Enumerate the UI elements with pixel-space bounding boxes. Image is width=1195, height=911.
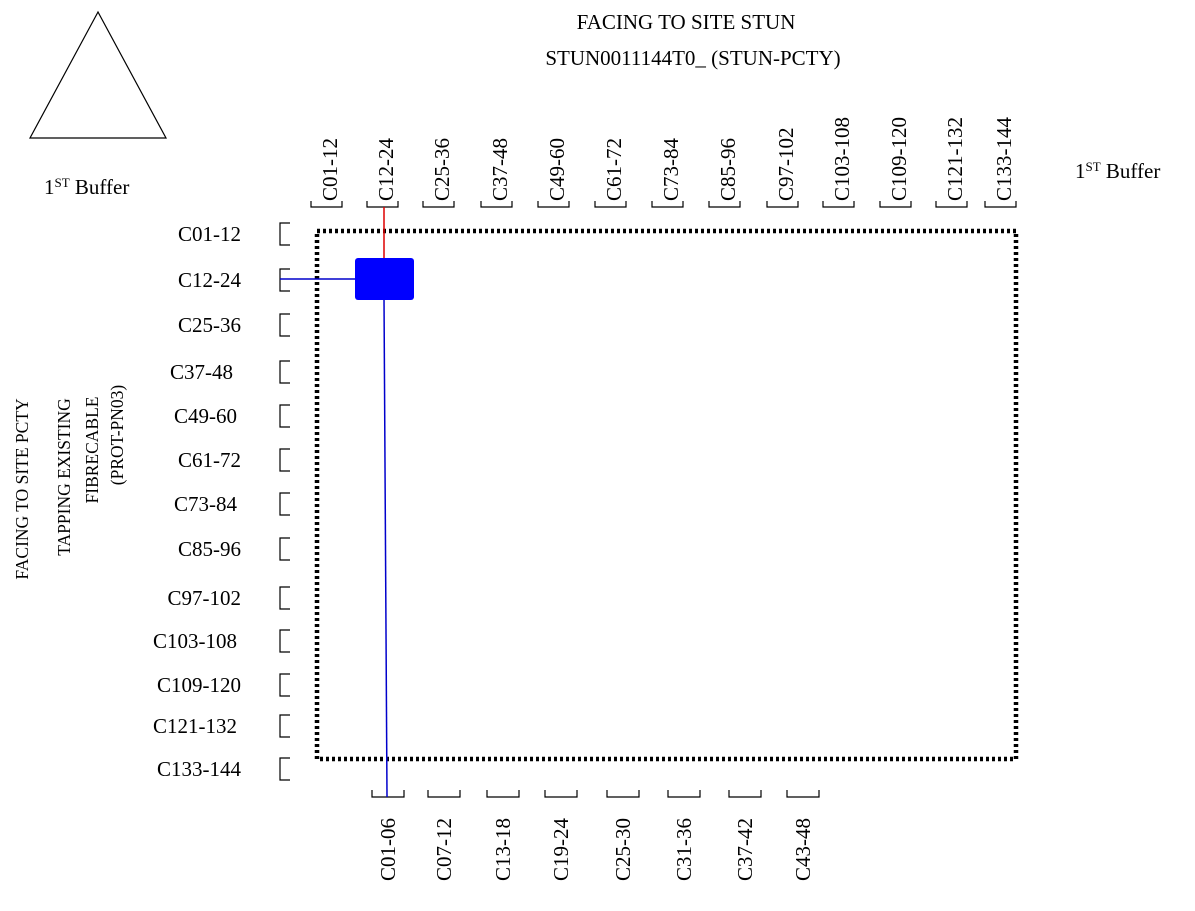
left-cable-bracket <box>279 714 290 738</box>
top-cable-label: C103-108 <box>830 117 854 201</box>
top-cable-bracket <box>766 201 799 208</box>
left-cable-bracket <box>279 586 290 610</box>
left-caption-line2: TAPPING EXISTING <box>54 398 74 556</box>
left-cable-bracket <box>279 673 290 697</box>
top-cable-label: C12-24 <box>374 138 398 202</box>
top-cable-label: C01-12 <box>318 138 342 201</box>
top-cable-label: C73-84 <box>659 138 683 202</box>
left-cable-label: C01-12 <box>178 222 241 246</box>
bottom-cable-bracket <box>427 790 461 798</box>
left-caption-line4: (PROT-PN03) <box>107 385 127 486</box>
top-cable-bracket <box>935 201 968 208</box>
left-cable-bracket <box>279 629 290 653</box>
left-cable-bracket <box>279 537 290 561</box>
bottom-cable-label: C31-36 <box>672 818 696 881</box>
bottom-cable-label: C43-48 <box>791 818 815 881</box>
top-cable-label: C97-102 <box>774 128 798 202</box>
left-cable-bracket <box>279 222 290 246</box>
left-cable-label: C25-36 <box>178 313 241 337</box>
top-cable-label: C109-120 <box>887 117 911 201</box>
top-cable-label: C49-60 <box>545 138 569 201</box>
bottom-cable-bracket <box>667 790 701 798</box>
bottom-cable-bracket <box>786 790 820 798</box>
bottom-cable-label: C07-12 <box>432 818 456 881</box>
left-cable-bracket <box>279 448 290 472</box>
top-cable-label: C37-48 <box>488 138 512 201</box>
top-cable-bracket <box>879 201 912 208</box>
bottom-cable-bracket <box>728 790 762 798</box>
top-cable-label: C61-72 <box>602 138 626 201</box>
left-cable-label: C73-84 <box>174 492 238 516</box>
top-cable-bracket <box>984 201 1017 208</box>
left-cable-label: C133-144 <box>157 757 242 781</box>
left-caption: FACING TO SITE PCTY TAPPING EXISTING FIB… <box>12 385 127 580</box>
left-caption-line1: FACING TO SITE PCTY <box>12 398 32 580</box>
left-cable-label: C85-96 <box>178 537 241 561</box>
top-cable-bracket <box>822 201 855 208</box>
left-cable-bracket <box>279 313 290 337</box>
header-title-line2: STUN0011144T0_ (STUN-PCTY) <box>545 46 840 70</box>
top-cable-label: C133-144 <box>992 117 1016 202</box>
left-cable-label: C121-132 <box>153 714 237 738</box>
splice-frame <box>314 228 1019 762</box>
buffer-label-right: 1ST Buffer <box>1075 159 1160 183</box>
top-cable-bracket <box>537 201 570 208</box>
left-cable-bracket <box>279 492 290 516</box>
bottom-cable-label: C19-24 <box>549 818 573 882</box>
top-cable-label: C25-36 <box>430 138 454 201</box>
left-cable-labels: C01-12 C12-24 C25-36 C37-48 C49-60 C61-72 C73-… <box>153 222 290 781</box>
triangle-icon <box>28 10 168 139</box>
left-cable-label: C109-120 <box>157 673 241 697</box>
bottom-cable-labels: C01-06 C07-12 C13-18 C19-24 C25-30 C31-36 C37-… <box>371 790 820 882</box>
top-cable-bracket <box>594 201 627 208</box>
top-cable-bracket <box>422 201 455 208</box>
left-cable-label: C49-60 <box>174 404 237 428</box>
buffer-label-left: 1ST Buffer <box>44 175 129 199</box>
left-cable-label: C61-72 <box>178 448 241 472</box>
blue-connection-line-vertical <box>383 297 388 798</box>
bottom-cable-label: C01-06 <box>376 818 400 881</box>
top-cable-bracket <box>480 201 513 208</box>
left-cable-bracket <box>279 404 290 428</box>
left-cable-label: C12-24 <box>178 268 242 292</box>
top-cable-bracket <box>708 201 741 208</box>
bottom-cable-bracket <box>486 790 520 798</box>
left-cable-label: C37-48 <box>170 360 233 384</box>
left-cable-label: C103-108 <box>153 629 237 653</box>
left-cable-bracket <box>279 360 290 384</box>
bottom-cable-bracket <box>371 790 405 798</box>
top-cable-bracket <box>310 201 343 208</box>
top-cable-label: C121-132 <box>943 117 967 201</box>
bottom-cable-bracket <box>606 790 640 798</box>
left-caption-line3: FIBRECABLE <box>82 397 102 504</box>
top-cable-labels: C01-12 C12-24 C25-36 C37-48 C49-60 C61-72 C73-… <box>310 117 1017 208</box>
bottom-cable-label: C37-42 <box>733 818 757 881</box>
left-cable-label: C97-102 <box>168 586 242 610</box>
left-cable-bracket <box>279 268 290 292</box>
header-title-line1: FACING TO SITE STUN <box>577 10 796 34</box>
bottom-cable-label: C25-30 <box>611 818 635 881</box>
top-cable-bracket <box>651 201 684 208</box>
bottom-cable-bracket <box>544 790 578 798</box>
left-cable-bracket <box>279 757 290 781</box>
bottom-cable-label: C13-18 <box>491 818 515 881</box>
top-cable-label: C85-96 <box>716 138 740 201</box>
splice-block[interactable] <box>355 258 414 300</box>
top-cable-bracket <box>366 201 399 208</box>
